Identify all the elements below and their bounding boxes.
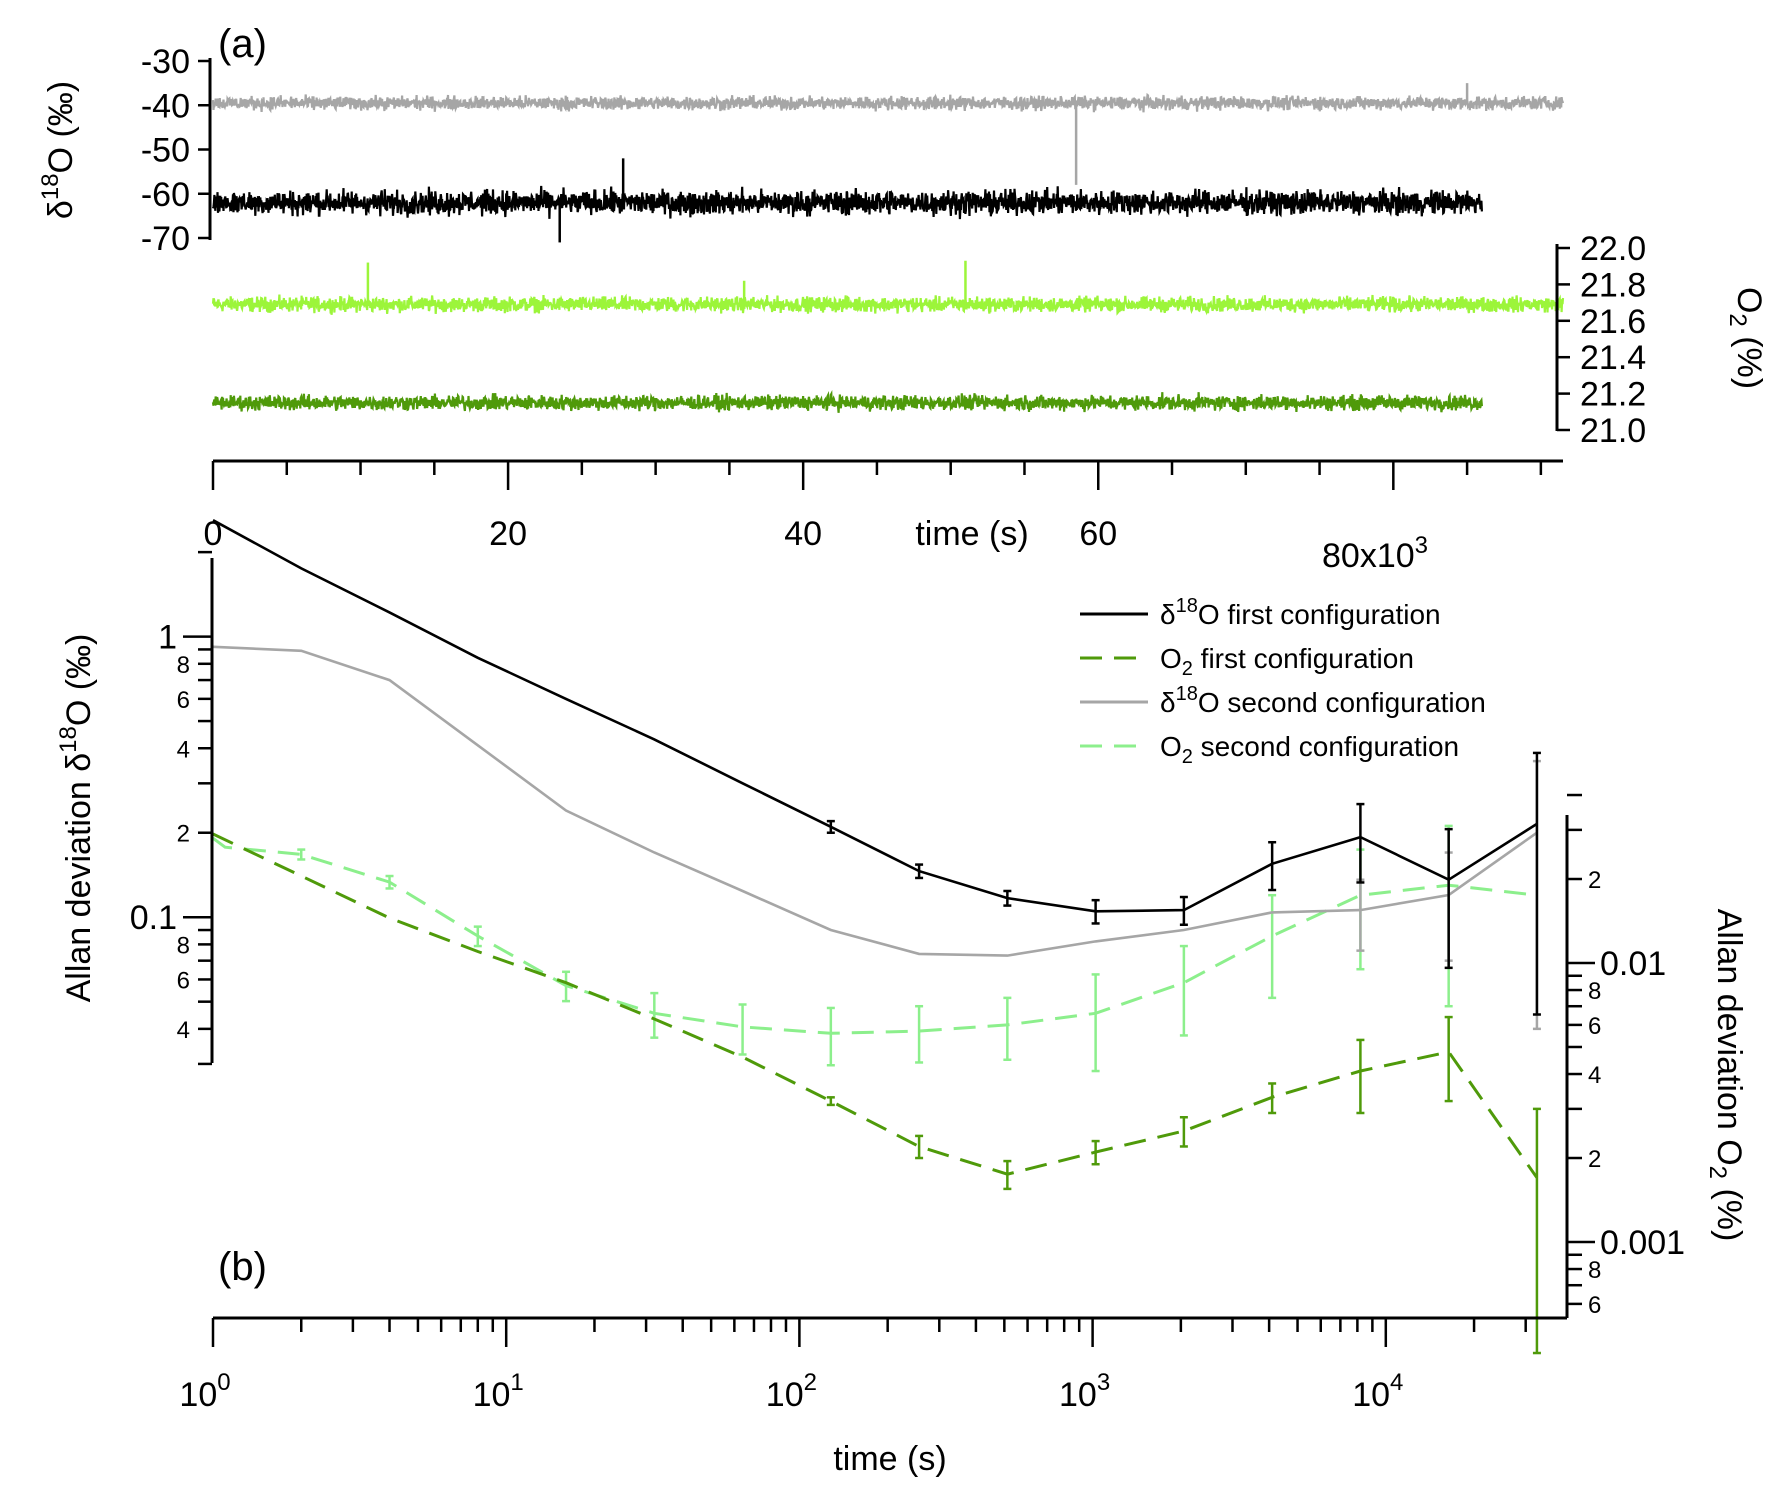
panel-a-x-tick-label: 40 xyxy=(784,515,822,553)
panel-a-timeseries-line xyxy=(211,293,1565,316)
panel-b-x-tick-label: 101 xyxy=(473,1369,524,1414)
panel-b-y-left-minor-label: 4 xyxy=(177,736,190,763)
panel-b-legend-entry: δ18O first configuration xyxy=(1160,595,1441,630)
panel-b-series-line xyxy=(212,519,1538,913)
panel-a: (a) -30-40-50-60-70 δ18O (‰) 22.021.821.… xyxy=(37,22,1768,575)
panel-a-y-right-tick-label: 21.8 xyxy=(1580,266,1646,304)
panel-a-y-left-tick-label: -60 xyxy=(141,176,190,214)
panel-b-y-left-minor-label: 6 xyxy=(177,967,190,994)
panel-a-y-right-tick-label: 21.2 xyxy=(1580,376,1646,414)
panel-a-timeseries-line xyxy=(211,390,1483,413)
panel-b-y-right-minor-label: 6 xyxy=(1588,1292,1601,1319)
panel-a-x-tick-label: 0 xyxy=(204,515,223,553)
panel-b-x-tick-label: 104 xyxy=(1352,1369,1403,1414)
panel-b-legend-entry: O2 first configuration xyxy=(1160,643,1414,680)
panel-a-y-right-tick-label: 21.0 xyxy=(1580,412,1646,450)
panel-b-y-left-minor-label: 2 xyxy=(177,821,190,848)
panel-a-y-left-tick-label: -70 xyxy=(141,220,190,258)
panel-b-y-right-minor-label: 6 xyxy=(1588,1013,1601,1040)
panel-b-series-line xyxy=(212,836,1538,1035)
panel-b-y-right-minor-label: 4 xyxy=(1588,1062,1601,1089)
panel-b-x-tick-label: 102 xyxy=(766,1369,817,1414)
panel-a-y-left-tick-label: -50 xyxy=(141,132,190,170)
panel-b-y-right-major-label: 0.001 xyxy=(1600,1224,1685,1262)
panel-b-label: (b) xyxy=(218,1245,267,1289)
panel-b-y-left-major-label: 0.1 xyxy=(130,899,177,937)
panel-b-y-right-minor-label: 2 xyxy=(1588,1146,1601,1173)
panel-a-x-title: time (s) xyxy=(915,515,1028,553)
panel-b-x-title: time (s) xyxy=(833,1440,946,1478)
panel-a-timeseries-line xyxy=(211,92,1565,114)
panel-a-x-tick-label: 60 xyxy=(1079,515,1117,553)
panel-a-y-left-title: δ18O (‰) xyxy=(37,81,80,219)
panel-b-y-left-major-label: 1 xyxy=(158,619,177,657)
panel-b-legend-entry: δ18O second configuration xyxy=(1160,683,1486,718)
panel-a-y-right-tick-label: 21.4 xyxy=(1580,339,1646,377)
panel-a-x-tick-last: 80x103 xyxy=(1322,532,1428,575)
panel-b-y-left-title: Allan deviation δ18O (‰) xyxy=(55,634,98,1003)
panel-b-series-line xyxy=(212,645,1538,957)
panel-a-y-left-tick-label: -40 xyxy=(141,87,190,125)
panel-a-y-left-tick-label: -30 xyxy=(141,43,190,81)
panel-b-y-left-minor-label: 8 xyxy=(177,932,190,959)
panel-b-y-left-minor-label: 4 xyxy=(177,1017,190,1044)
panel-a-timeseries-line xyxy=(211,185,1483,220)
panel-b-x-tick-label: 100 xyxy=(179,1369,230,1414)
panel-b-y-right-minor-label: 8 xyxy=(1588,978,1601,1005)
panel-b-legend: δ18O first configuration O2 first configu… xyxy=(1080,595,1486,768)
panel-a-label: (a) xyxy=(218,22,267,66)
panel-b-y-right-ticks: 0.01 0.001 2 8 6 4 2 8 6 xyxy=(1567,793,1685,1319)
panel-b-x-tick-label: 103 xyxy=(1059,1369,1110,1414)
panel-b-y-left-minor-label: 8 xyxy=(177,652,190,679)
panel-b-y-right-minor-label: 8 xyxy=(1588,1257,1601,1284)
panel-a-y-right-tick-label: 22.0 xyxy=(1580,230,1646,268)
panel-b-series-line xyxy=(212,832,1539,1179)
panel-b-y-left-minor-label: 6 xyxy=(177,687,190,714)
panel-b-x-ticks: 100 101 102 103 104 xyxy=(179,1318,1527,1414)
panel-b-y-right-title: Allan deviation O2 (%) xyxy=(1704,909,1748,1242)
panel-a-series-group xyxy=(211,83,1565,413)
panel-a-x-ticks: 0 20 40 60 xyxy=(204,461,1543,553)
panel-b-y-right-minor-label: 2 xyxy=(1588,867,1601,894)
panel-a-y-left-ticks: -30 -40 -50 -60 -70 xyxy=(141,43,210,258)
panel-a-plot-area xyxy=(211,83,1565,413)
panel-b-y-right-major-label: 0.01 xyxy=(1600,945,1666,983)
panel-b-series-group xyxy=(212,519,1541,1355)
panel-a-y-right-title: O2 (%) xyxy=(1724,287,1768,389)
panel-a-y-right-ticks: 22.021.821.621.421.221.0 xyxy=(1557,230,1646,450)
panel-a-y-right-tick-label: 21.6 xyxy=(1580,303,1646,341)
panel-a-x-tick-label: 20 xyxy=(489,515,527,553)
panel-b-legend-entry: O2 second configuration xyxy=(1160,731,1459,768)
